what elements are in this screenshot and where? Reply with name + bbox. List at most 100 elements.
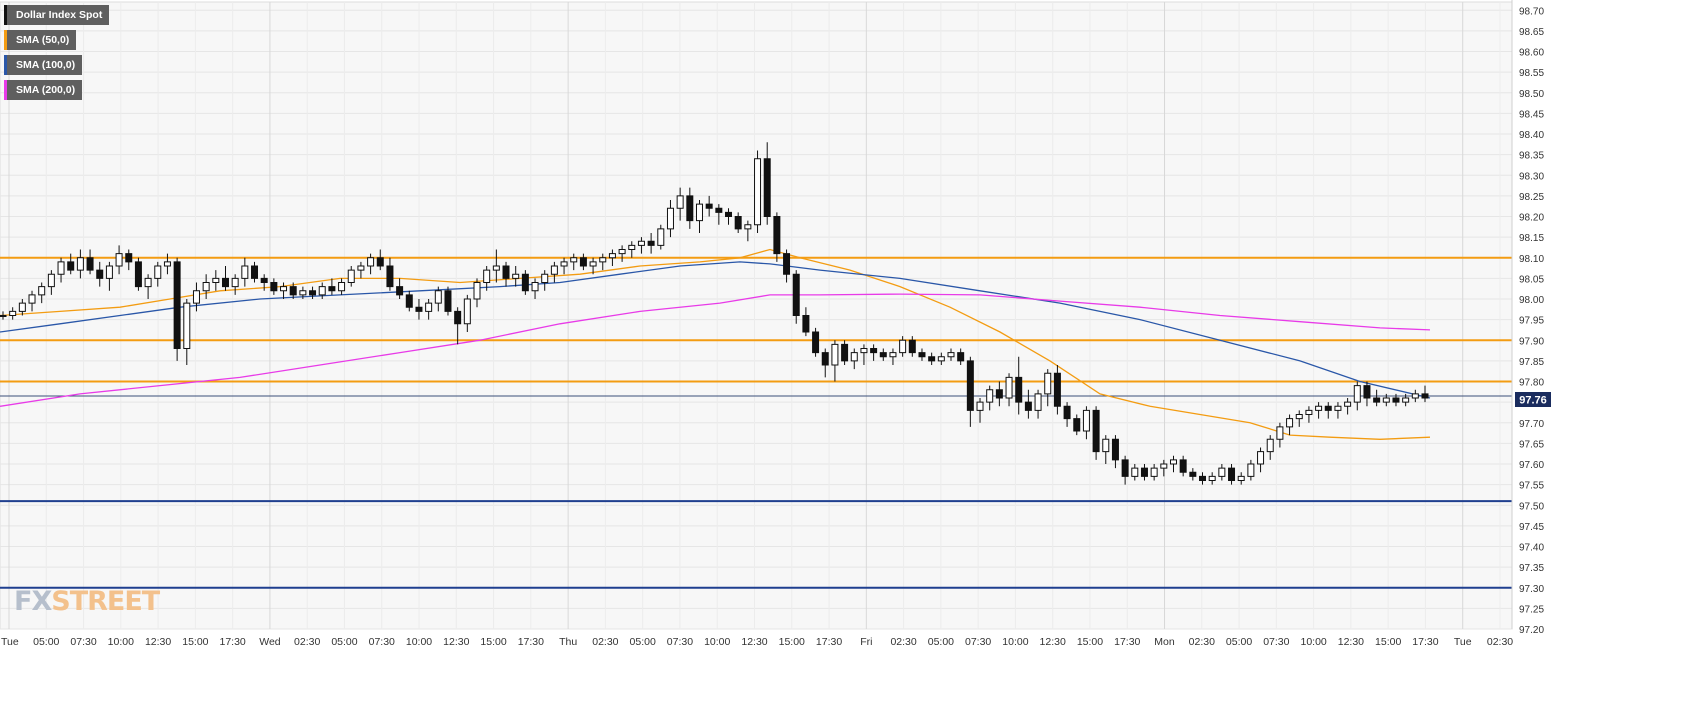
candle-body — [1189, 471, 1197, 477]
candle — [502, 261, 510, 287]
candle — [666, 200, 674, 238]
candle — [1421, 385, 1429, 403]
x-tick-label: Wed — [259, 636, 281, 648]
candle — [309, 286, 317, 299]
legend-label: SMA (200,0) — [16, 84, 76, 96]
x-tick-label: Fri — [860, 636, 872, 648]
x-tick-label: 10:00 — [1300, 636, 1326, 648]
sma-line — [0, 261, 1431, 399]
candle — [1189, 468, 1197, 481]
chart-legend: Dollar Index Spot SMA (50,0) SMA (100,0)… — [4, 5, 110, 105]
candle — [521, 270, 529, 295]
support-resistance-levels — [0, 256, 1512, 589]
candle-body — [812, 331, 820, 354]
candle — [492, 249, 500, 283]
x-tick-label: 05:00 — [33, 636, 59, 648]
legend-label: Dollar Index Spot — [16, 9, 103, 21]
x-tick-label: 15:00 — [480, 636, 506, 648]
candle — [105, 261, 113, 291]
candle-body — [86, 257, 94, 271]
legend-swatch — [4, 80, 7, 100]
candle-body — [773, 216, 781, 255]
candle — [231, 274, 239, 295]
candle — [1247, 459, 1255, 481]
candle — [463, 294, 471, 332]
candle — [1324, 402, 1332, 419]
candle — [802, 307, 810, 337]
candle — [96, 261, 104, 287]
x-tick-label: 15:00 — [779, 636, 805, 648]
y-tick-label: 97.40 — [1519, 543, 1544, 554]
logo-part-street: STREET — [51, 586, 160, 617]
candle-body — [1160, 463, 1168, 469]
candle — [1034, 389, 1042, 419]
candle-body — [454, 310, 462, 325]
y-tick-label: 97.45 — [1519, 522, 1544, 533]
candle — [618, 245, 626, 262]
candle — [1344, 398, 1352, 415]
candle — [1121, 455, 1129, 485]
candle — [1266, 435, 1274, 460]
candle-body — [1324, 405, 1332, 411]
candle — [754, 150, 762, 233]
x-tick-label: 12:30 — [145, 636, 171, 648]
candle — [1257, 447, 1265, 473]
candle-body — [986, 389, 994, 403]
candle — [76, 249, 84, 279]
candle — [1015, 356, 1023, 415]
candle — [192, 282, 200, 312]
candle — [599, 253, 607, 271]
candle-body — [870, 348, 878, 354]
candle-body — [1373, 397, 1381, 403]
candle — [1199, 472, 1207, 485]
candle-body — [9, 310, 17, 316]
x-tick-label: 12:30 — [1040, 636, 1066, 648]
candle — [725, 208, 733, 225]
candle-body — [695, 203, 703, 222]
legend-item-sma200[interactable]: SMA (200,0) — [4, 80, 83, 100]
candle — [550, 261, 558, 283]
candle — [686, 187, 694, 229]
candle — [937, 352, 945, 365]
candle-body — [686, 195, 694, 222]
candle — [541, 270, 549, 291]
chart-grid — [0, 1, 1513, 630]
candle — [28, 290, 36, 312]
candle-body — [879, 352, 887, 358]
candle — [202, 274, 210, 299]
candle-body — [1334, 405, 1342, 411]
candle-body — [831, 343, 839, 366]
legend-item-sma50[interactable]: SMA (50,0) — [4, 30, 77, 50]
candle-body — [908, 339, 916, 354]
legend-item-sma100[interactable]: SMA (100,0) — [4, 55, 83, 75]
candle — [821, 348, 829, 378]
candle — [792, 270, 800, 324]
candle — [1228, 464, 1236, 485]
candlestick-series — [0, 142, 1429, 485]
candle-body — [1024, 401, 1032, 411]
candle-body — [734, 216, 742, 230]
candle — [1382, 393, 1390, 407]
candle — [1411, 389, 1419, 403]
candle-body — [483, 269, 491, 283]
x-tick-label: 12:30 — [741, 636, 767, 648]
candle-body — [241, 265, 249, 279]
candle — [715, 204, 723, 225]
candle-body — [280, 286, 288, 292]
candle — [1218, 464, 1226, 481]
candle-body — [1286, 418, 1294, 428]
candle-body — [841, 343, 849, 362]
y-tick-label: 98.65 — [1519, 27, 1544, 38]
y-tick-label: 98.20 — [1519, 213, 1544, 224]
candle — [125, 249, 133, 271]
candle-body — [1266, 438, 1274, 453]
x-tick-label: 17:30 — [1412, 636, 1438, 648]
x-tick-label: 17:30 — [220, 636, 246, 648]
x-tick-label: 02:30 — [294, 636, 320, 648]
candle-body — [105, 265, 113, 279]
candle-body — [570, 257, 578, 263]
candle-body — [1237, 475, 1245, 481]
legend-item-price[interactable]: Dollar Index Spot — [4, 5, 110, 25]
candle-body — [125, 253, 133, 263]
